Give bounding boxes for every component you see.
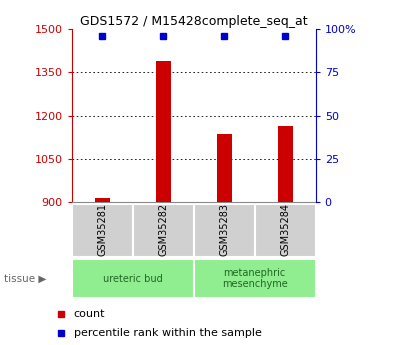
- Bar: [72, 259, 193, 298]
- Bar: [72, 204, 133, 257]
- Text: ureteric bud: ureteric bud: [103, 274, 162, 284]
- Bar: [133, 204, 193, 257]
- Title: GDS1572 / M15428complete_seq_at: GDS1572 / M15428complete_seq_at: [80, 15, 307, 28]
- Text: tissue ▶: tissue ▶: [4, 274, 46, 284]
- Text: GSM35282: GSM35282: [158, 203, 168, 256]
- Text: count: count: [73, 309, 105, 319]
- Bar: [277, 126, 292, 202]
- Bar: [216, 134, 231, 202]
- Text: percentile rank within the sample: percentile rank within the sample: [73, 328, 261, 338]
- Text: GSM35284: GSM35284: [279, 203, 290, 256]
- Bar: [193, 204, 254, 257]
- Bar: [155, 61, 171, 202]
- Text: GSM35283: GSM35283: [219, 203, 229, 256]
- Bar: [193, 259, 315, 298]
- Bar: [94, 197, 110, 202]
- Bar: [254, 204, 315, 257]
- Text: metanephric
mesenchyme: metanephric mesenchyme: [221, 268, 287, 289]
- Text: GSM35281: GSM35281: [97, 203, 107, 256]
